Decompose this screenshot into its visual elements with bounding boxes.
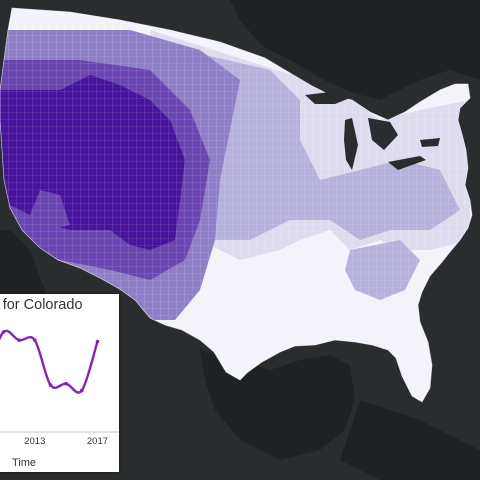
series-points bbox=[1, 330, 100, 393]
x-tick-label-2017: 2017 bbox=[87, 436, 108, 447]
x-tick-labels: 201020132017 bbox=[24, 436, 108, 447]
series-point-2017[interactable] bbox=[95, 339, 100, 344]
chart-title: Time for Colorado bbox=[0, 297, 83, 313]
time-series-panel: Time for Colorado 201020132017 Time bbox=[0, 294, 119, 472]
series-line bbox=[0, 329, 99, 394]
series-point-2015[interactable] bbox=[64, 381, 68, 386]
great-lakes bbox=[305, 92, 440, 170]
series-point-2014[interactable] bbox=[48, 383, 53, 387]
series-point-2011[interactable] bbox=[1, 330, 6, 334]
series-point-2016[interactable] bbox=[80, 388, 84, 393]
time-series-chart: 201020132017 Time bbox=[0, 329, 119, 469]
series-point-2012[interactable] bbox=[17, 338, 21, 342]
x-tick-label-2013: 2013 bbox=[24, 436, 45, 447]
series-point-2013[interactable] bbox=[33, 338, 37, 342]
x-axis-label: Time bbox=[12, 457, 36, 469]
